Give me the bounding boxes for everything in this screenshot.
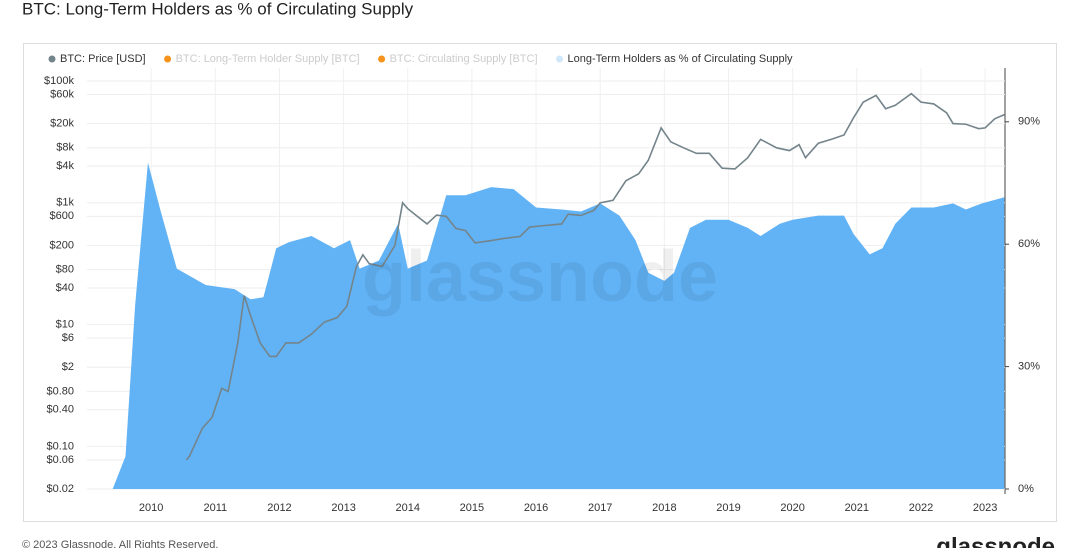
x-tick-label: 2016 (524, 502, 548, 514)
y-tick-label: $100k (44, 75, 74, 87)
x-tick-label: 2011 (203, 502, 227, 514)
x-tick-label: 2012 (267, 502, 291, 514)
x-tick-label: 2017 (588, 502, 612, 514)
legend-label[interactable]: Long-Term Holders as % of Circulating Su… (568, 53, 793, 65)
y-tick-label: $40 (56, 282, 74, 294)
x-tick-label: 2014 (396, 502, 420, 514)
x-tick-label: 2021 (845, 502, 869, 514)
y-tick-label: $0.06 (46, 454, 74, 466)
y-tick-label: $6 (62, 332, 74, 344)
legend-label[interactable]: BTC: Long-Term Holder Supply [BTC] (176, 53, 360, 65)
y-tick-label: $60k (50, 88, 74, 100)
y-tick-label: $4k (56, 160, 74, 172)
lth-area (112, 162, 1005, 489)
y-tick-label: $0.10 (46, 440, 74, 452)
legend-label[interactable]: BTC: Price [USD] (60, 53, 146, 65)
legend-label[interactable]: BTC: Circulating Supply [BTC] (390, 53, 538, 65)
y-tick-label: $20k (50, 117, 74, 129)
watermark: glassnode (362, 237, 718, 317)
legend-marker (164, 55, 172, 63)
footer: © 2023 Glassnode. All Rights Reserved. (22, 539, 218, 548)
legend-marker (556, 55, 564, 63)
y-tick-label: $80 (56, 264, 74, 276)
x-tick-label: 2018 (652, 502, 676, 514)
x-tick-label: 2010 (139, 502, 163, 514)
x-tick-label: 2020 (780, 502, 804, 514)
x-tick-label: 2013 (331, 502, 355, 514)
logo: glassnode (936, 533, 1055, 548)
y-tick-label: $200 (50, 239, 74, 251)
y-tick-label: $10 (56, 319, 74, 331)
y-tick-label: $8k (56, 142, 74, 154)
y-tick-label: $0.80 (46, 385, 74, 397)
y2-tick-label: 90% (1018, 116, 1040, 128)
y-tick-label: $1k (56, 197, 74, 209)
y-tick-label: $2 (62, 361, 74, 373)
price-line (185, 92, 1005, 461)
x-tick-label: 2019 (716, 502, 740, 514)
y-tick-label: $600 (50, 210, 74, 222)
y-tick-label: $0.02 (46, 483, 74, 495)
chart-title: BTC: Long-Term Holders as % of Circulati… (22, 0, 414, 18)
y-tick-label: $0.40 (46, 404, 74, 416)
legend-marker (48, 55, 56, 63)
x-tick-label: 2015 (460, 502, 484, 514)
x-tick-label: 2023 (973, 502, 997, 514)
legend-marker (378, 55, 386, 63)
y2-tick-label: 30% (1018, 361, 1040, 373)
y2-tick-label: 0% (1018, 483, 1034, 495)
x-tick-label: 2022 (909, 502, 933, 514)
y2-tick-label: 60% (1018, 238, 1040, 250)
plot-area: 2010 2011 2012 2013 2014 2015 2016 2017 2018 2019… (44, 68, 1040, 514)
